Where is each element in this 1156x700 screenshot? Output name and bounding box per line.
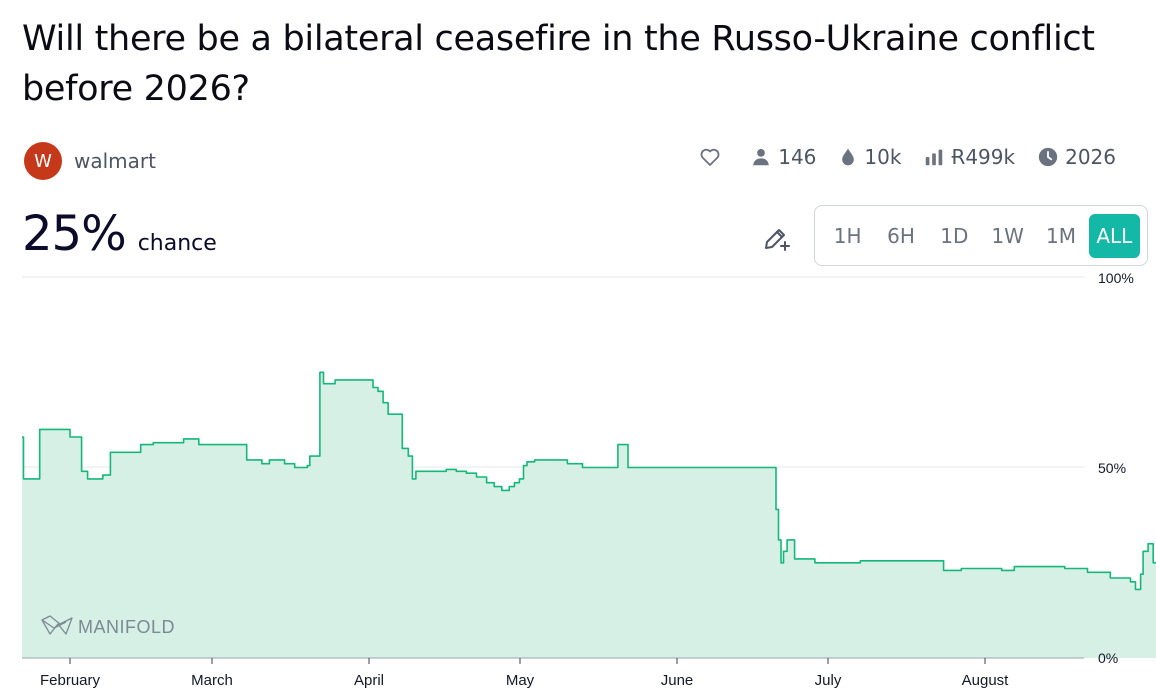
pencil-plus-icon (765, 229, 790, 251)
x-tick-label: April (354, 672, 384, 689)
clock-icon (1038, 147, 1058, 167)
liquidity-stat[interactable]: 10k (838, 145, 901, 169)
like-button[interactable] (698, 145, 728, 169)
range-1m[interactable]: 1M (1045, 223, 1076, 248)
x-tick-label: February (40, 672, 101, 689)
annotate-button[interactable] (760, 222, 792, 254)
droplet-icon (842, 148, 855, 166)
x-tick-june: June (661, 658, 694, 689)
range-1w[interactable]: 1W (991, 223, 1024, 248)
creator-name[interactable]: walmart (74, 149, 156, 173)
watermark-text: MANIFOLD (78, 617, 175, 637)
traders-stat[interactable]: 146 (750, 145, 816, 169)
crane-logo-icon (41, 615, 73, 635)
heart-icon (700, 148, 720, 166)
user-icon (753, 149, 770, 166)
range-6h[interactable]: 6H (887, 223, 915, 248)
x-tick-july: July (815, 658, 842, 689)
chart-line (22, 371, 1156, 591)
bar-chart-icon (926, 149, 943, 166)
market-stats: 146 10k Ɍ499k 2026 (698, 145, 1116, 169)
x-tick-label: August (962, 672, 1010, 689)
x-tick-label: July (815, 672, 842, 689)
close-date-stat[interactable]: 2026 (1037, 145, 1116, 169)
close-year: 2026 (1065, 145, 1116, 169)
time-range-selector: 1H 6H 1D 1W 1M ALL (814, 205, 1148, 266)
range-all[interactable]: ALL (1088, 213, 1140, 258)
liquidity-value: 10k (864, 145, 902, 169)
y-tick-label: 50% (1098, 460, 1126, 476)
traders-count: 146 (778, 145, 817, 169)
x-tick-label: June (661, 672, 694, 689)
x-tick-may: May (506, 658, 535, 689)
y-tick-label: 100% (1098, 270, 1134, 286)
x-tick-february: February (40, 658, 101, 689)
y-tick-label: 0% (1098, 650, 1118, 666)
probability-chart[interactable]: 100% 50% 0% February March April May Jun… (0, 266, 1156, 700)
probability-value: 25% (22, 206, 127, 262)
volume-stat[interactable]: Ɍ499k (923, 145, 1015, 169)
probability-label: chance (137, 231, 217, 256)
x-tick-label: March (191, 672, 233, 689)
x-tick-august: August (962, 658, 1010, 689)
manifold-watermark: MANIFOLD (41, 615, 175, 637)
x-tick-april: April (354, 658, 384, 689)
market-title: Will there be a bilateral ceasefire in t… (22, 19, 1095, 109)
range-1d[interactable]: 1D (940, 223, 969, 248)
avatar[interactable]: W (24, 142, 62, 180)
x-tick-march: March (191, 658, 233, 689)
x-tick-label: May (506, 672, 535, 689)
range-1h[interactable]: 1H (833, 223, 862, 248)
chart-area (22, 372, 1156, 658)
volume-value: Ɍ499k (951, 145, 1016, 169)
creator[interactable]: W walmart (24, 142, 156, 180)
probability-display: 25% chance (22, 206, 217, 262)
